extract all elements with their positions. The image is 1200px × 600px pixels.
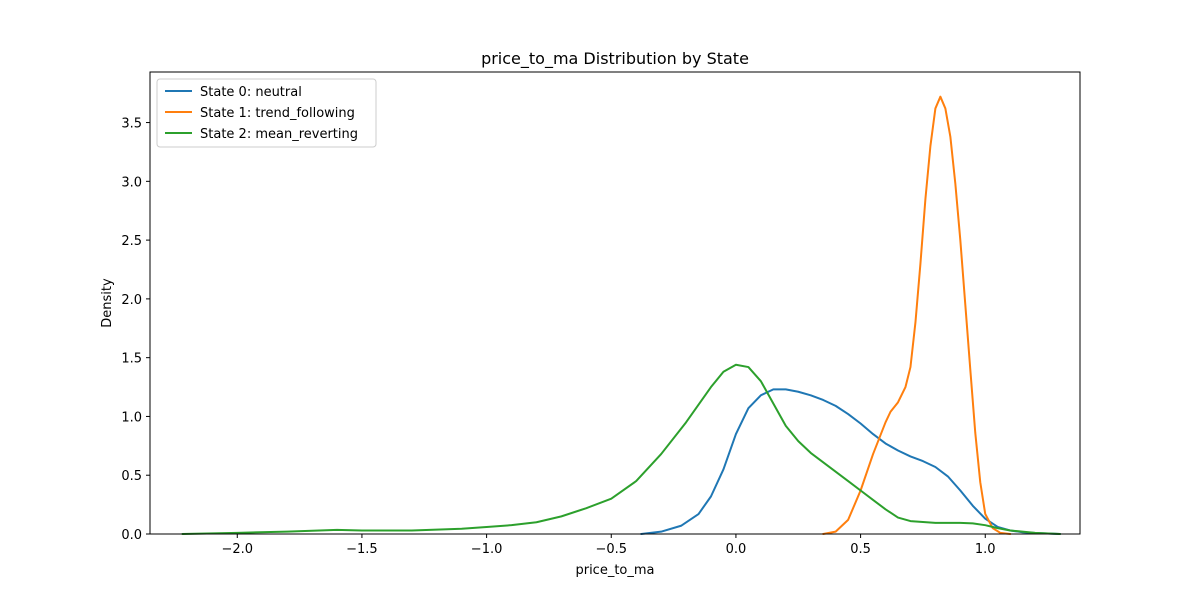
x-tick-label: −1.5 bbox=[346, 542, 378, 557]
y-tick-label: 2.0 bbox=[121, 293, 142, 308]
legend-box bbox=[156, 78, 377, 148]
y-tick-label: 1.5 bbox=[121, 352, 142, 367]
y-axis: 0.0 0.5 1.0 1.5 2.0 2.5 3.0 3.5 bbox=[121, 117, 150, 543]
series-line-state-1 bbox=[822, 95, 1012, 535]
y-axis-label: Density bbox=[100, 278, 115, 328]
legend-label-state-2: State 2: mean_reverting bbox=[200, 127, 358, 142]
y-tick-label: 3.5 bbox=[121, 117, 142, 132]
plot-area bbox=[181, 95, 1062, 535]
x-tick-label: 0.0 bbox=[726, 542, 747, 557]
x-axis: −2.0 −1.5 −1.0 −0.5 0.0 0.5 1.0 bbox=[221, 534, 996, 557]
legend-label-state-0: State 0: neutral bbox=[200, 85, 302, 100]
series-line-state-0 bbox=[640, 388, 1062, 535]
plot-frame bbox=[149, 71, 1081, 535]
y-tick-label: 0.5 bbox=[121, 469, 142, 484]
y-tick-label: 3.0 bbox=[121, 175, 142, 190]
legend: State 0: neutral State 1: trend_followin… bbox=[156, 78, 377, 148]
x-axis-label: price_to_ma bbox=[575, 563, 654, 578]
x-tick-label: −1.0 bbox=[471, 542, 503, 557]
y-tick-label: 2.5 bbox=[121, 234, 142, 249]
x-tick-label: −2.0 bbox=[221, 542, 253, 557]
y-tick-label: 0.0 bbox=[121, 528, 142, 543]
series-line-state-2 bbox=[181, 363, 1062, 535]
chart-title: price_to_ma Distribution by State bbox=[481, 49, 749, 69]
x-tick-label: 0.5 bbox=[850, 542, 871, 557]
x-tick-label: −0.5 bbox=[595, 542, 627, 557]
legend-label-state-1: State 1: trend_following bbox=[200, 106, 355, 121]
y-tick-label: 1.0 bbox=[121, 410, 142, 425]
x-tick-label: 1.0 bbox=[975, 542, 996, 557]
